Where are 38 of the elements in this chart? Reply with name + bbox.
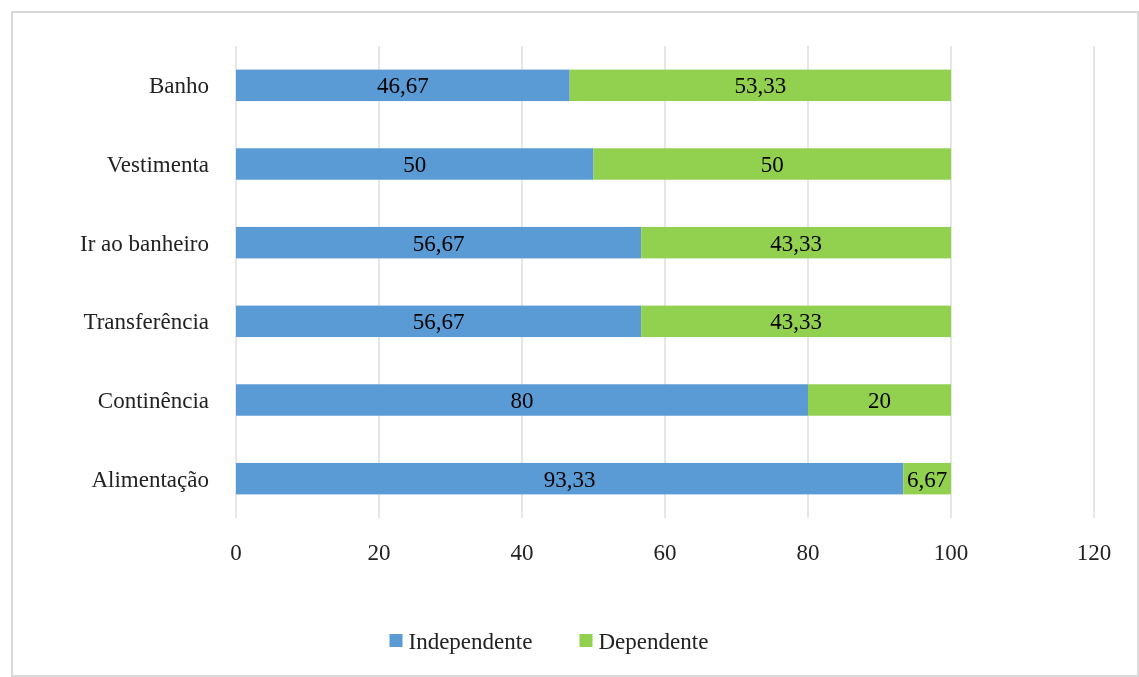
legend-label: Independente — [408, 629, 533, 655]
bar — [641, 305, 951, 338]
y-tick-label: Vestimenta — [106, 152, 209, 178]
bar — [236, 69, 570, 102]
x-tick-label: 120 — [1076, 540, 1112, 565]
data-label: 46,67 — [376, 73, 429, 99]
data-label: 20 — [868, 388, 891, 414]
x-tick-label: 80 — [796, 540, 820, 565]
y-tick-label: Transferência — [83, 309, 209, 335]
data-label: 56,67 — [412, 230, 465, 256]
data-label: 43,33 — [770, 309, 822, 335]
data-label: 6,67 — [907, 466, 948, 492]
x-tick-label: 40 — [510, 540, 534, 565]
x-tick-label: 20 — [367, 540, 391, 565]
y-tick-label: Banho — [148, 73, 209, 99]
bar — [593, 148, 951, 180]
data-label: 93,33 — [543, 466, 596, 492]
bar — [236, 226, 642, 259]
bar — [236, 462, 904, 495]
x-tick-label: 0 — [230, 540, 242, 565]
data-label: 56,67 — [412, 309, 465, 335]
data-label: 50 — [403, 152, 427, 178]
data-label: 43,33 — [770, 230, 822, 256]
bar — [236, 305, 642, 338]
data-label: 50 — [760, 152, 784, 178]
y-tick-label: Alimentação — [91, 466, 209, 492]
data-label: 53,33 — [734, 73, 787, 99]
bar — [236, 148, 594, 180]
y-tick-label: Ir ao banheiro — [80, 230, 209, 256]
legend-label: Dependente — [598, 629, 709, 655]
bar — [808, 384, 951, 416]
bar — [641, 226, 951, 259]
x-tick-label: 100 — [933, 540, 969, 565]
bar — [569, 69, 951, 102]
bar — [236, 384, 808, 416]
data-label: 80 — [510, 388, 534, 414]
x-tick-label: 60 — [653, 540, 677, 565]
y-tick-label: Continência — [97, 388, 209, 414]
